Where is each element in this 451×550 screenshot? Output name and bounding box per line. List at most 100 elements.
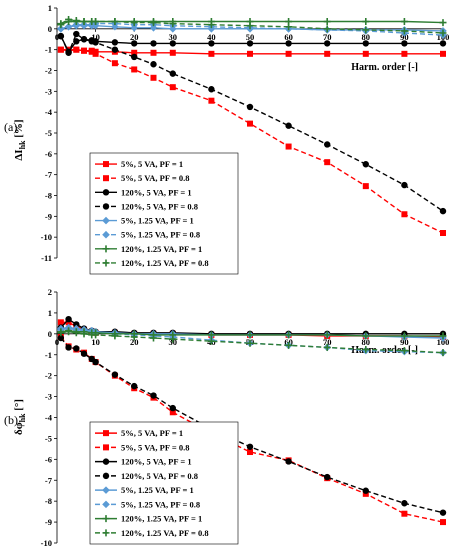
data-point bbox=[439, 509, 447, 516]
data-point bbox=[64, 22, 73, 31]
data-point bbox=[246, 443, 254, 450]
data-point bbox=[57, 329, 65, 337]
data-point bbox=[80, 36, 88, 43]
data-point bbox=[207, 337, 215, 345]
data-point bbox=[169, 20, 177, 28]
data-point bbox=[401, 500, 408, 507]
data-point bbox=[57, 20, 65, 28]
data-point bbox=[362, 183, 369, 190]
data-point bbox=[285, 122, 292, 129]
x-tick-label: 10 bbox=[91, 32, 100, 42]
x-tick-label: 20 bbox=[130, 32, 139, 42]
legend-marker bbox=[102, 245, 110, 253]
data-point bbox=[246, 40, 254, 47]
data-point bbox=[92, 18, 100, 26]
data-point bbox=[169, 335, 177, 343]
data-point bbox=[246, 339, 254, 347]
data-point bbox=[150, 19, 157, 27]
series-3 bbox=[57, 334, 447, 516]
data-point bbox=[362, 50, 369, 57]
legend-entry: 120%, 5 VA, PF = 1 bbox=[121, 187, 192, 197]
data-point bbox=[65, 49, 72, 56]
data-point bbox=[111, 39, 119, 46]
data-point bbox=[111, 60, 118, 67]
data-point bbox=[150, 74, 157, 81]
legend-entry: 120%, 5 VA, PF = 0.8 bbox=[121, 201, 198, 211]
data-point bbox=[73, 321, 80, 328]
data-point bbox=[247, 120, 253, 127]
y-tick-label: -1 bbox=[45, 45, 52, 55]
series-3 bbox=[57, 30, 447, 215]
data-point bbox=[131, 49, 138, 56]
data-point bbox=[400, 332, 408, 340]
data-point bbox=[169, 49, 176, 56]
legend-marker bbox=[102, 458, 110, 465]
legend-marker bbox=[102, 216, 110, 225]
data-point bbox=[285, 341, 293, 349]
legend-marker bbox=[102, 486, 110, 494]
data-point bbox=[65, 15, 73, 23]
data-point bbox=[324, 141, 331, 148]
data-point bbox=[111, 332, 119, 340]
data-point bbox=[208, 50, 215, 57]
y-tick-label: -1 bbox=[45, 350, 52, 360]
data-point bbox=[131, 40, 138, 47]
data-point bbox=[246, 103, 254, 111]
data-point bbox=[57, 46, 64, 53]
data-point bbox=[81, 47, 88, 54]
data-point bbox=[57, 32, 65, 40]
y-tick-label: -5 bbox=[45, 433, 52, 443]
data-point bbox=[440, 50, 446, 57]
data-point bbox=[111, 18, 119, 26]
data-point bbox=[400, 347, 408, 355]
data-point bbox=[169, 404, 176, 412]
y-axis-label: δφhk [°] bbox=[13, 399, 27, 435]
data-point bbox=[207, 21, 215, 29]
data-point bbox=[324, 159, 331, 166]
chart-panel-1: 210-1-2-3-4-5-6-7-8-9-100102030405060708… bbox=[4, 287, 449, 548]
data-point bbox=[362, 18, 370, 26]
data-point bbox=[92, 358, 99, 366]
x-tick-label: 20 bbox=[130, 337, 139, 347]
legend: 5%, 5 VA, PF = 1 5%, 5 VA, PF = 0.8 120%, … bbox=[89, 152, 239, 275]
x-tick-label: 30 bbox=[169, 32, 178, 42]
data-point bbox=[57, 25, 65, 33]
legend-marker bbox=[102, 259, 110, 267]
data-point bbox=[247, 50, 253, 57]
data-point bbox=[207, 331, 215, 339]
y-tick-label: -3 bbox=[45, 86, 52, 96]
data-point bbox=[247, 449, 253, 456]
legend-entry: 120%, 1.25 VA, PF = 1 bbox=[121, 514, 202, 524]
data-point bbox=[285, 40, 292, 47]
data-point bbox=[246, 331, 254, 339]
legend-entry: 120%, 5 VA, PF = 0.8 bbox=[121, 471, 198, 481]
y-tick-label: -8 bbox=[45, 191, 52, 201]
data-point bbox=[111, 46, 119, 53]
legend-marker bbox=[103, 175, 109, 182]
x-tick-label: 0 bbox=[55, 337, 59, 347]
data-point bbox=[208, 86, 215, 93]
data-point bbox=[285, 331, 293, 339]
data-point bbox=[208, 40, 215, 47]
legend-entry: 120%, 5 VA, PF = 1 bbox=[121, 457, 192, 467]
chart-panel-0: 10-1-2-3-4-5-6-7-8-9-10-110 10 20 30 40 50 60 7… bbox=[4, 3, 449, 275]
x-tick-label: 80 bbox=[362, 337, 371, 347]
x-tick-label: 10 bbox=[91, 337, 100, 347]
y-tick-label: -10 bbox=[41, 232, 52, 242]
y-tick-label: -2 bbox=[45, 371, 52, 381]
legend-entry: 5%, 5 VA, PF = 1 bbox=[121, 428, 183, 438]
x-tick-label: 90 bbox=[400, 32, 409, 42]
legend-marker bbox=[102, 500, 110, 509]
data-point bbox=[440, 519, 446, 526]
data-point bbox=[362, 26, 370, 34]
data-point bbox=[400, 27, 408, 35]
data-point bbox=[285, 50, 292, 57]
legend-marker bbox=[102, 230, 110, 239]
x-tick-label: 40 bbox=[207, 32, 216, 42]
data-point bbox=[439, 207, 447, 215]
y-tick-label: -7 bbox=[45, 475, 53, 485]
legend-marker bbox=[103, 430, 109, 437]
legend-entry: 120%, 1.25 VA, PF = 0.8 bbox=[121, 258, 209, 268]
data-point bbox=[400, 18, 408, 26]
